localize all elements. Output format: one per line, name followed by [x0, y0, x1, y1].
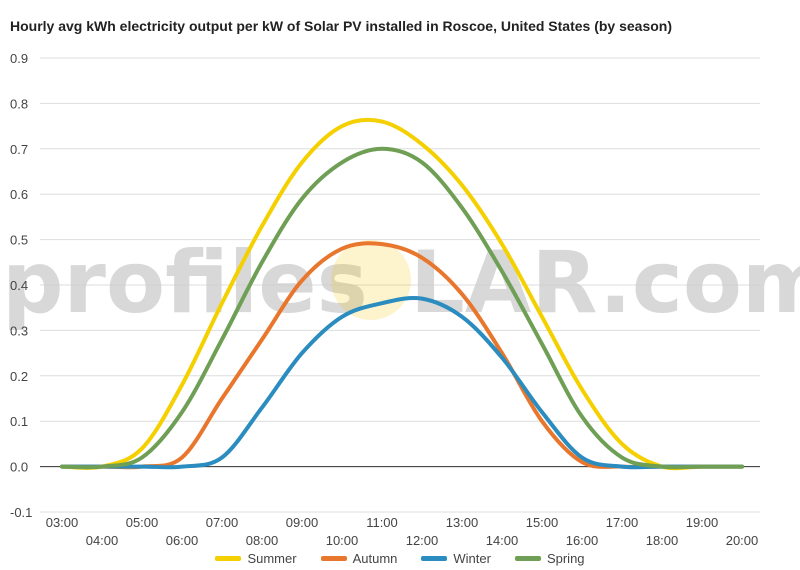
legend-item-winter: Winter — [421, 549, 491, 567]
y-axis-ticks: -0.1 0.0 0.1 0.2 0.3 0.4 0.5 0.6 0.7 0.8 0.9 — [10, 51, 32, 520]
watermark-text-right: LAR.com — [410, 233, 800, 333]
x-tick-label: 20:00 — [726, 533, 759, 548]
legend-swatch-autumn — [320, 555, 347, 561]
x-tick-label: 17:00 — [606, 515, 639, 530]
x-tick-label: 15:00 — [526, 515, 559, 530]
y-tick-label: 0.8 — [10, 96, 28, 111]
y-tick-label: 0.1 — [10, 414, 28, 429]
x-tick-label: 08:00 — [246, 533, 279, 548]
y-tick-label: 0.7 — [10, 142, 28, 157]
x-tick-label: 04:00 — [86, 533, 119, 548]
watermark-sun-icon — [331, 240, 411, 320]
x-tick-label: 14:00 — [486, 533, 519, 548]
x-tick-label: 03:00 — [46, 515, 79, 530]
watermark-text-left: profiles — [2, 233, 368, 333]
legend-item-autumn: Autumn — [320, 549, 398, 567]
y-tick-label: 0.0 — [10, 460, 28, 475]
x-tick-label: 19:00 — [686, 515, 719, 530]
legend-label-winter: Winter — [453, 550, 491, 566]
x-tick-label: 05:00 — [126, 515, 159, 530]
y-tick-label: 0.6 — [10, 187, 28, 202]
grid-lines — [40, 57, 760, 513]
y-tick-label: 0.5 — [10, 233, 28, 248]
series-lines — [60, 117, 744, 471]
x-tick-label: 10:00 — [326, 533, 359, 548]
legend-item-spring: Spring — [514, 549, 585, 567]
y-tick-label: 0.2 — [10, 369, 28, 384]
legend: Summer Autumn Winter Spring — [0, 549, 800, 567]
x-tick-label: 06:00 — [166, 533, 199, 548]
legend-swatch-winter — [421, 555, 448, 561]
x-tick-label: 09:00 — [286, 515, 319, 530]
x-tick-label: 07:00 — [206, 515, 239, 530]
x-tick-label: 13:00 — [446, 515, 479, 530]
y-tick-label: 0.9 — [10, 51, 28, 66]
series-line-winter — [60, 295, 744, 470]
series-line-spring — [60, 146, 744, 470]
legend-label-summer: Summer — [247, 550, 297, 566]
watermark: profiles LAR.com — [2, 233, 800, 333]
chart-title: Hourly avg kWh electricity output per kW… — [10, 18, 673, 34]
legend-swatch-summer — [215, 555, 242, 561]
x-tick-label: 16:00 — [566, 533, 599, 548]
y-tick-label: -0.1 — [10, 505, 32, 520]
x-tick-label: 12:00 — [406, 533, 439, 548]
series-line-summer — [60, 117, 744, 471]
legend-label-autumn: Autumn — [352, 550, 398, 566]
y-tick-label: 0.4 — [10, 278, 28, 293]
x-axis-ticks: 03:00 04:00 05:00 06:00 07:00 08:00 09:00 10:00… — [46, 515, 759, 548]
x-tick-label: 11:00 — [366, 515, 398, 530]
y-tick-label: 0.3 — [10, 323, 28, 338]
legend-label-spring: Spring — [546, 550, 585, 566]
legend-swatch-spring — [514, 555, 541, 561]
legend-item-summer: Summer — [215, 549, 297, 567]
x-tick-label: 18:00 — [646, 533, 679, 548]
